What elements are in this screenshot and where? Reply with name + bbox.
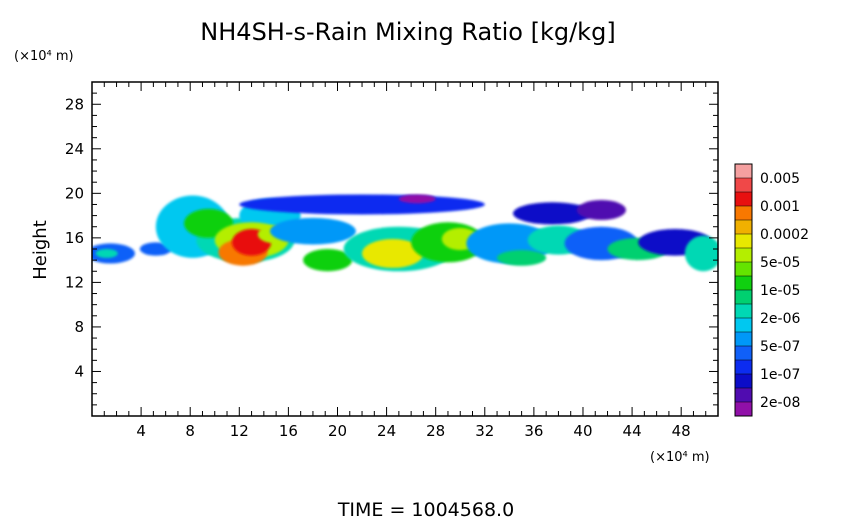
x-tick-label: 16 — [279, 422, 298, 440]
x-tick-label: 32 — [475, 422, 494, 440]
colorbar-swatch — [735, 318, 752, 333]
y-axis-unit: (×10⁴ m) — [14, 49, 74, 64]
colorbar-label: 1e-07 — [760, 367, 800, 383]
heatmap-blob — [398, 194, 436, 204]
x-tick-label: 12 — [230, 422, 249, 440]
y-tick-label: 16 — [65, 229, 84, 247]
heatmap-blob — [95, 249, 118, 258]
y-tick-label: 8 — [74, 318, 84, 336]
heatmap-blob — [497, 250, 547, 266]
colorbar-label: 0.001 — [760, 199, 800, 215]
colorbar-swatch — [735, 290, 752, 305]
y-tick-label: 12 — [65, 273, 84, 291]
heatmap-blob — [239, 194, 485, 215]
heatmap-blob — [576, 200, 626, 221]
colorbar-swatch — [735, 192, 752, 207]
heatmap-blob — [684, 235, 718, 272]
heatmap-blob — [269, 217, 356, 245]
colorbar-swatch — [735, 164, 752, 179]
x-axis-unit: (×10⁴ m) — [650, 450, 710, 465]
colorbar-swatch — [735, 360, 752, 375]
colorbar-label: 1e-05 — [760, 283, 800, 299]
x-tick-label: 20 — [328, 422, 347, 440]
heatmap-blob — [303, 249, 353, 272]
colorbar-swatch — [735, 402, 752, 417]
x-tick-label: 28 — [426, 422, 445, 440]
colorbar-label: 5e-07 — [760, 339, 800, 355]
y-tick-label: 28 — [65, 95, 84, 113]
x-tick-label: 48 — [672, 422, 691, 440]
colorbar-swatch — [735, 374, 752, 389]
time-label: TIME = 1004568.0 — [337, 499, 514, 519]
heatmap-blob — [362, 238, 424, 268]
y-tick-label: 20 — [65, 184, 84, 202]
colorbar-swatch — [735, 220, 752, 235]
x-tick-label: 24 — [377, 422, 396, 440]
colorbar: 0.005 0.001 0.0002 5e-05 1e-05 2e-06 5e-07 1e-0… — [734, 163, 809, 417]
colorbar-label: 2e-08 — [760, 395, 800, 411]
colorbar-label: 0.005 — [760, 171, 800, 187]
colorbar-swatch — [735, 346, 752, 361]
colorbar-swatch — [735, 248, 752, 263]
colorbar-swatch — [735, 388, 752, 403]
colorbar-label: 5e-05 — [760, 255, 800, 271]
colorbar-swatch — [735, 332, 752, 347]
heatmap-field — [92, 194, 718, 272]
chart-title: NH4SH-s-Rain Mixing Ratio [kg/kg] — [200, 18, 615, 46]
colorbar-swatch — [735, 178, 752, 193]
y-tick-label: 24 — [65, 140, 84, 158]
colorbar-label: 2e-06 — [760, 311, 800, 327]
colorbar-swatch — [735, 304, 752, 319]
heatmap-blob — [513, 202, 592, 225]
colorbar-swatch — [735, 206, 752, 221]
colorbar-swatch — [735, 262, 752, 277]
colorbar-label: 0.0002 — [760, 227, 809, 243]
x-tick-label: 36 — [524, 422, 543, 440]
x-tick-label: 4 — [136, 422, 146, 440]
x-tick-label: 44 — [623, 422, 642, 440]
y-tick-label: 4 — [74, 362, 84, 380]
x-tick-label: 40 — [573, 422, 592, 440]
x-tick-label: 8 — [185, 422, 195, 440]
colorbar-swatch — [735, 276, 752, 291]
y-axis-label: Height — [30, 220, 51, 280]
colorbar-swatch — [735, 234, 752, 249]
